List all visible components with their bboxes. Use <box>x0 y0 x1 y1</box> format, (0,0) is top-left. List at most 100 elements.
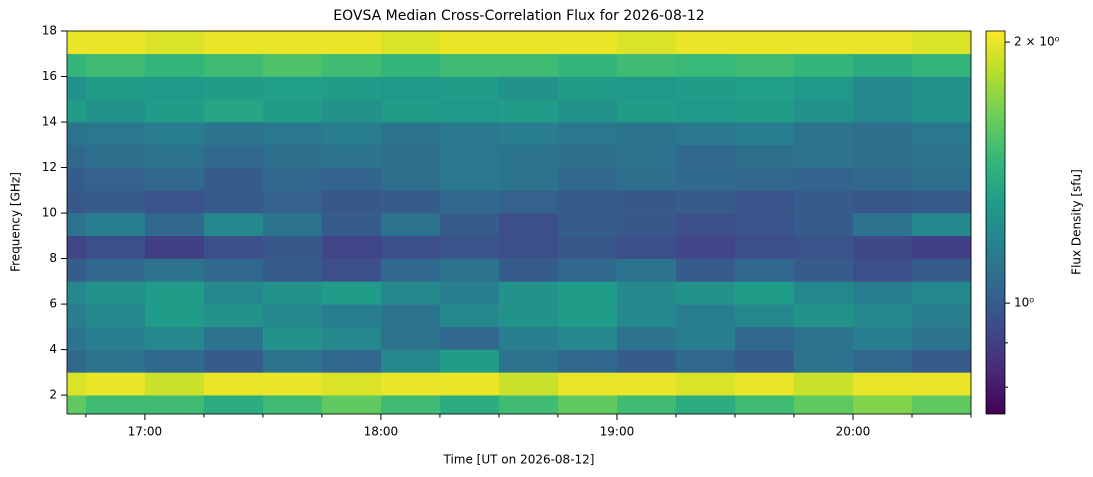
heatmap-cell <box>380 326 441 350</box>
heatmap-cell <box>911 258 972 282</box>
heatmap-cell <box>616 235 677 259</box>
heatmap-cell <box>85 281 146 305</box>
heatmap-cell <box>734 122 795 146</box>
heatmap-cell <box>911 213 972 237</box>
heatmap-cell <box>616 76 677 100</box>
heatmap-cell <box>498 349 559 373</box>
heatmap-cell <box>498 395 559 415</box>
heatmap-cell <box>852 31 913 55</box>
heatmap-cell <box>439 144 500 168</box>
heatmap-cell <box>321 326 382 350</box>
heatmap-cell <box>380 235 441 259</box>
heatmap-cell <box>616 190 677 214</box>
heatmap-cell <box>67 99 87 123</box>
heatmap-cell <box>203 76 264 100</box>
heatmap-cell <box>439 53 500 77</box>
heatmap-cell <box>262 258 323 282</box>
heatmap-cell <box>144 31 205 55</box>
heatmap-cell <box>321 76 382 100</box>
heatmap-cell <box>262 144 323 168</box>
heatmap-cell <box>321 167 382 191</box>
heatmap-cell <box>498 190 559 214</box>
heatmap-cell <box>911 167 972 191</box>
heatmap-cell <box>67 167 87 191</box>
heatmap-cell <box>439 213 500 237</box>
heatmap-cell <box>557 213 618 237</box>
heatmap-cell <box>67 190 87 214</box>
heatmap-cell <box>675 167 736 191</box>
heatmap-cell <box>911 281 972 305</box>
heatmap-cell <box>793 258 854 282</box>
heatmap-cell <box>557 53 618 77</box>
heatmap-cell <box>675 99 736 123</box>
heatmap-cell <box>380 53 441 77</box>
heatmap-cell <box>793 99 854 123</box>
heatmap-cell <box>144 258 205 282</box>
heatmap-cell <box>144 122 205 146</box>
heatmap-cell <box>321 372 382 396</box>
heatmap-cell <box>793 326 854 350</box>
heatmap-cell <box>439 122 500 146</box>
heatmap-cell <box>498 281 559 305</box>
heatmap-cell <box>321 213 382 237</box>
heatmap-cell <box>85 99 146 123</box>
heatmap-cell <box>734 167 795 191</box>
heatmap-cell <box>557 76 618 100</box>
heatmap-cell <box>144 167 205 191</box>
heatmap-cell <box>85 122 146 146</box>
heatmap-cell <box>203 122 264 146</box>
heatmap-cell <box>144 144 205 168</box>
heatmap-cell <box>321 99 382 123</box>
y-tick-label: 8 <box>49 251 57 265</box>
colorbar <box>985 30 1006 415</box>
heatmap-cell <box>734 304 795 328</box>
chart-title: EOVSA Median Cross-Correlation Flux for … <box>333 8 704 24</box>
heatmap-cell <box>321 144 382 168</box>
heatmap-cell <box>793 281 854 305</box>
heatmap-cell <box>852 53 913 77</box>
heatmap-cell <box>852 99 913 123</box>
heatmap-cell <box>852 281 913 305</box>
heatmap-cell <box>557 190 618 214</box>
heatmap-cell <box>144 99 205 123</box>
heatmap-cell <box>262 167 323 191</box>
heatmap-cell <box>380 258 441 282</box>
heatmap-cell <box>734 144 795 168</box>
heatmap-cell <box>852 326 913 350</box>
heatmap-cell <box>380 372 441 396</box>
heatmap-cell <box>262 213 323 237</box>
heatmap-cell <box>616 213 677 237</box>
heatmap-cell <box>262 349 323 373</box>
heatmap-cell <box>262 31 323 55</box>
heatmap-cell <box>203 281 264 305</box>
heatmap-cell <box>911 326 972 350</box>
heatmap-cell <box>911 122 972 146</box>
heatmap-cell <box>203 235 264 259</box>
heatmap-cell <box>85 372 146 396</box>
plot-frame <box>66 30 972 415</box>
heatmap-cell <box>616 122 677 146</box>
heatmap-cell <box>144 281 205 305</box>
heatmap-cell <box>734 235 795 259</box>
heatmap-cell <box>144 53 205 77</box>
heatmap-cell <box>911 190 972 214</box>
heatmap-cell <box>675 304 736 328</box>
heatmap-cell <box>67 31 87 55</box>
heatmap-cell <box>734 99 795 123</box>
heatmap-cell <box>675 326 736 350</box>
heatmap-cell <box>380 144 441 168</box>
heatmap-cell <box>734 349 795 373</box>
heatmap-cell <box>616 395 677 415</box>
heatmap-cell <box>85 395 146 415</box>
heatmap-cell <box>498 167 559 191</box>
heatmap-cell <box>85 349 146 373</box>
heatmap-cell <box>67 235 87 259</box>
heatmap-cell <box>67 213 87 237</box>
heatmap-cell <box>675 31 736 55</box>
heatmap-cell <box>203 304 264 328</box>
heatmap-cell <box>675 281 736 305</box>
heatmap-cell <box>498 122 559 146</box>
heatmap-cell <box>498 372 559 396</box>
heatmap-cell <box>321 31 382 55</box>
heatmap-cell <box>380 349 441 373</box>
